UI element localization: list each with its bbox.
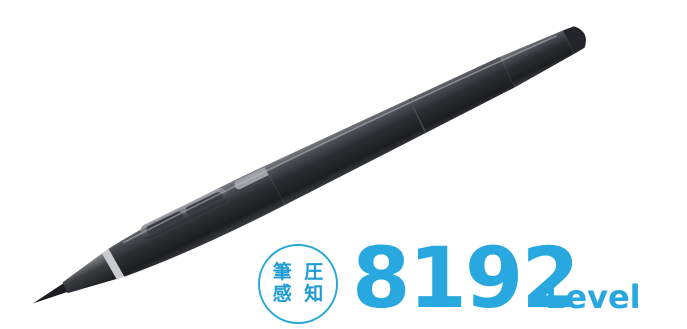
badge-line-1: 筆 圧	[272, 261, 327, 284]
pressure-sensitivity-badge: 筆 圧 感 知	[258, 244, 338, 324]
pen-grip	[108, 166, 286, 277]
pen-tail	[499, 30, 575, 88]
pen-nib	[32, 282, 70, 304]
pen-barrel	[264, 56, 515, 205]
badge-line-2: 感 知	[272, 283, 327, 305]
pen-eraser	[562, 26, 586, 54]
pen-tip-ring	[101, 248, 125, 280]
pressure-level-value: 8192	[352, 229, 580, 327]
pen-tip-cone	[62, 252, 119, 294]
pressure-level-unit: Level	[545, 278, 641, 316]
